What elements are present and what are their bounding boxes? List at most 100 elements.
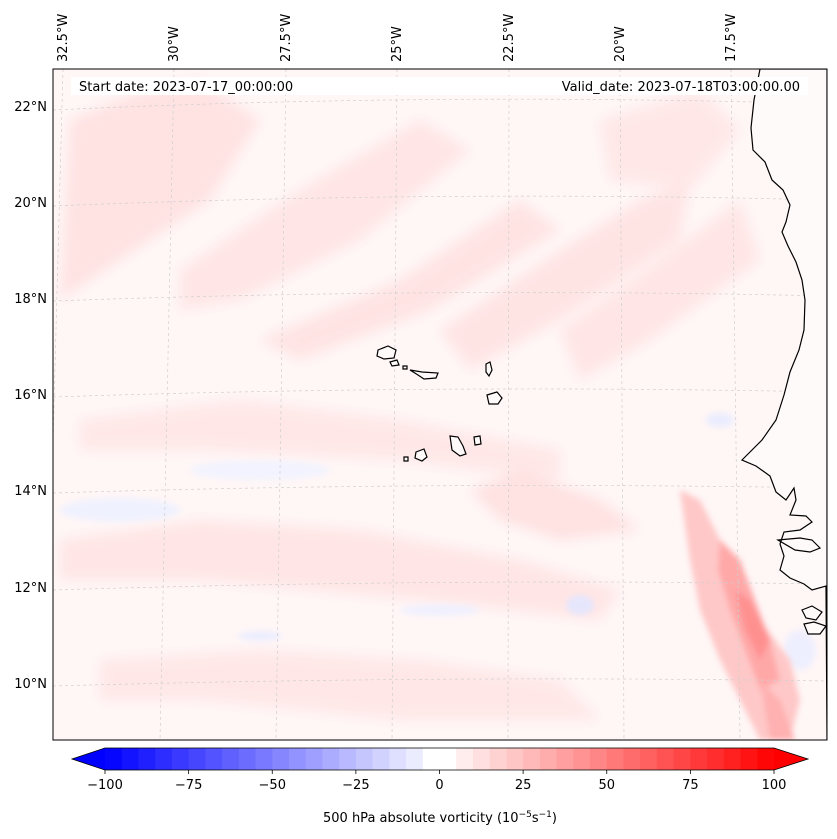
colorbar-step [222, 748, 240, 770]
colorbar-step [707, 748, 725, 770]
vorticity-blob-negative [706, 413, 734, 427]
start-date-label: Start date: 2023-07-17_00:00:00 [79, 80, 293, 95]
lon-tick-label: 30°W [167, 26, 182, 62]
colorbar-step [188, 748, 206, 770]
lat-tick-label: 14°N [14, 484, 47, 499]
vorticity-streak [60, 80, 260, 300]
colorbar-step [372, 748, 390, 770]
vorticity-streak [560, 200, 760, 380]
lon-tick-label: 20°W [613, 26, 628, 62]
colorbar-step [740, 748, 758, 770]
colorbar-step [656, 748, 675, 770]
vorticity-streak [100, 650, 600, 720]
colorbar-step [288, 748, 307, 770]
longitude-labels: 32.5°W 30°W 27.5°W 25°W 22.5°W 20°W 17.5… [56, 14, 739, 62]
colorbar-tick-label: 50 [598, 778, 615, 793]
colorbar-step [238, 748, 257, 770]
colorbar-step [205, 748, 223, 770]
colorbar-step [272, 748, 290, 770]
colorbar-tick-label: 0 [435, 778, 443, 793]
island-santo-antao [376, 345, 397, 360]
colorbar-step [439, 748, 457, 770]
colorbar-step [723, 748, 742, 770]
colorbar-step [171, 748, 190, 770]
colorbar-tick-label: −100 [87, 778, 123, 793]
colorbar-step [355, 748, 374, 770]
vorticity-blob-negative [566, 595, 594, 615]
vorticity-core [760, 680, 795, 740]
vorticity-core [735, 590, 770, 660]
vorticity-streak [180, 120, 470, 310]
colorbar-step [606, 748, 625, 770]
colorbar-tick-label: −25 [342, 778, 369, 793]
colorbar-step [422, 748, 441, 770]
lat-tick-label: 10°N [14, 677, 47, 692]
colorbar-step [406, 748, 424, 770]
colorbar-tick-label: −75 [175, 778, 202, 793]
island-sao-vicente [389, 359, 400, 367]
colorbar-step [623, 748, 641, 770]
colorbar-tick-label: 75 [682, 778, 699, 793]
colorbar-step [456, 748, 474, 770]
colorbar-step [640, 748, 658, 770]
colorbar: −100 −75 −50 −25 0 25 50 75 100 500 hPa absolute… [70, 747, 810, 826]
latitude-labels: 22°N 20°N 18°N 16°N 14°N 12°N 10°N [14, 100, 47, 692]
negative-vorticity [60, 413, 816, 670]
colorbar-step [389, 748, 407, 770]
colorbar-step [339, 748, 357, 770]
colorbar-min-extension [72, 748, 105, 770]
island-santa-luzia [402, 365, 408, 370]
lon-tick-label: 32.5°W [56, 14, 71, 62]
vorticity-blob-negative [400, 604, 480, 616]
colorbar-step [255, 748, 273, 770]
valid-date-label: Valid_date: 2023-07-18T03:00:00.00 [562, 80, 800, 95]
island-maio [473, 435, 482, 446]
coast-inlet [776, 537, 822, 553]
coast-inlet [803, 621, 827, 635]
colorbar-step [155, 748, 173, 770]
colorbar-step [573, 748, 591, 770]
lat-tick-label: 16°N [14, 388, 47, 403]
colorbar-step [556, 748, 574, 770]
vorticity-blob-negative [238, 631, 282, 641]
colorbar-max-extension [774, 748, 808, 770]
lat-tick-label: 18°N [14, 292, 47, 307]
vorticity-streak [440, 180, 690, 370]
colorbar-step [673, 748, 691, 770]
lon-tick-label: 22.5°W [502, 14, 517, 62]
vorticity-streak [470, 470, 640, 540]
coastline [740, 69, 827, 740]
vorticity-contours [60, 80, 760, 720]
vorticity-blob-negative [190, 460, 330, 480]
colorbar-step [757, 748, 775, 770]
coast-inlet [801, 605, 823, 621]
vorticity-blob-negative [784, 630, 816, 670]
colorbar-step [305, 748, 324, 770]
colorbar-step [138, 748, 156, 770]
gridlines [53, 69, 827, 740]
colorbar-step [690, 748, 708, 770]
vorticity-streak [60, 520, 620, 620]
island-santiago [449, 435, 467, 457]
lon-tick-label: 25°W [390, 26, 405, 62]
island-boa-vista [486, 391, 503, 405]
vorticity-blob-negative [60, 498, 180, 522]
colorbar-steps [105, 748, 775, 770]
lon-tick-label: 27.5°W [279, 14, 294, 62]
vorticity-streak [260, 200, 560, 360]
colorbar-step [523, 748, 541, 770]
vorticity-streak [600, 90, 740, 190]
map-area[interactable] [45, 69, 827, 740]
map-border [52, 68, 828, 741]
date-banner [71, 77, 808, 95]
island-fogo [414, 448, 428, 462]
lat-tick-label: 22°N [14, 100, 47, 115]
island-brava [403, 456, 409, 462]
lon-tick-label: 17.5°W [724, 14, 739, 62]
lat-tick-label: 20°N [14, 196, 47, 211]
colorbar-label: 500 hPa absolute vorticity (10−5s−1) [323, 810, 557, 826]
colorbar-tick-label: 100 [762, 778, 787, 793]
colorbar-step [489, 748, 508, 770]
colorbar-tick-label: −50 [259, 778, 286, 793]
